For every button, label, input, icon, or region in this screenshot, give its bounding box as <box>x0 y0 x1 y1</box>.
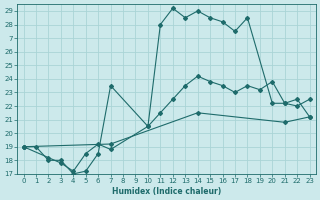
X-axis label: Humidex (Indice chaleur): Humidex (Indice chaleur) <box>112 187 221 196</box>
